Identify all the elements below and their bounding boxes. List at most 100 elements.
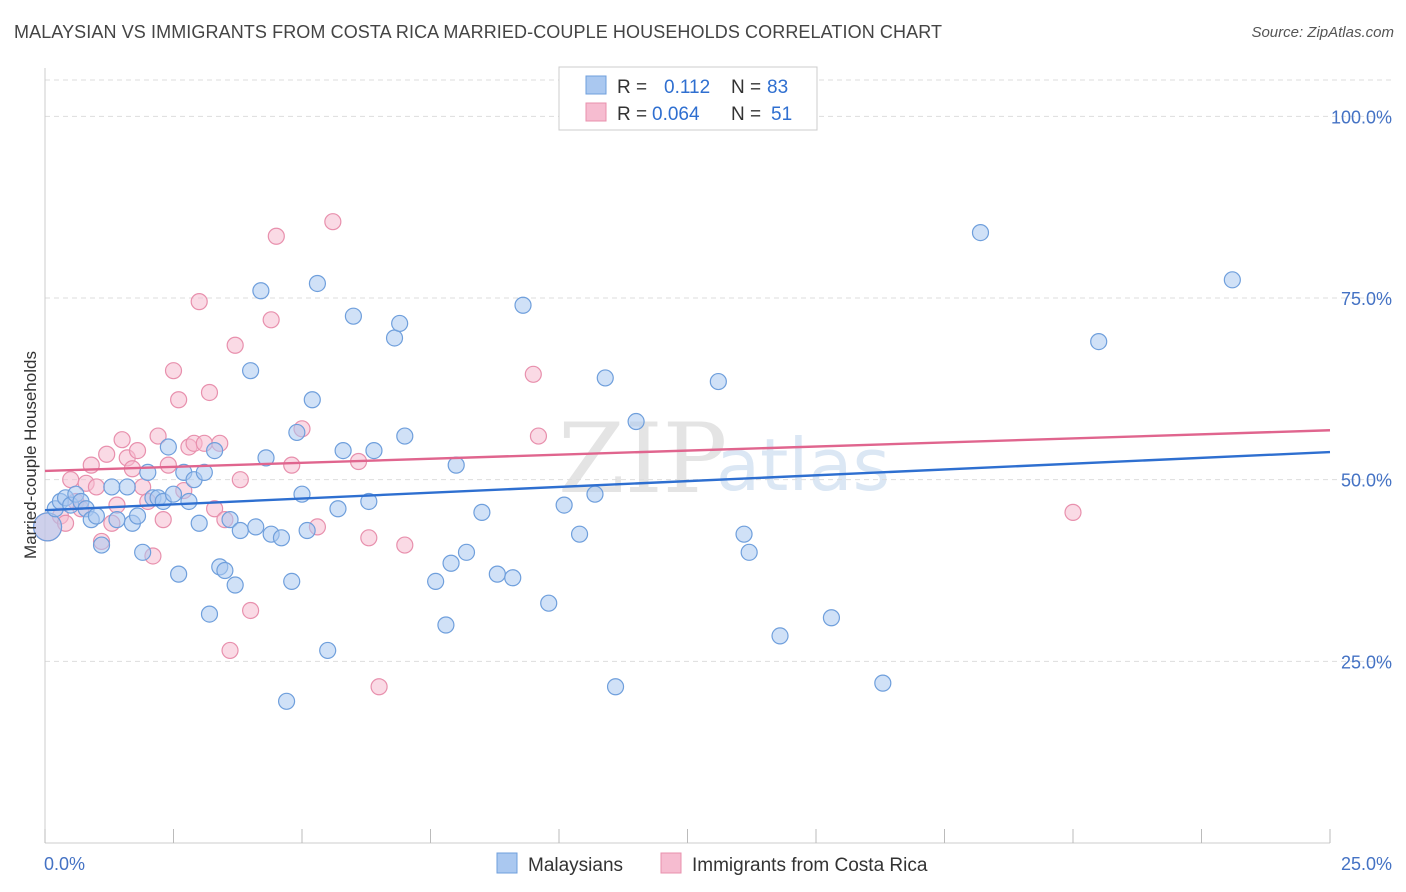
point-malaysians-13 bbox=[118, 478, 136, 496]
point-malaysians-81 bbox=[1090, 333, 1108, 351]
point-malaysians-57 bbox=[396, 427, 414, 445]
point-malaysians-67 bbox=[540, 594, 558, 612]
point-costa-rica-48 bbox=[524, 365, 542, 383]
point-costa-rica-16 bbox=[128, 442, 147, 460]
point-costa-rica-28 bbox=[190, 293, 208, 311]
point-costa-rica-49 bbox=[529, 427, 548, 445]
point-costa-rica-30 bbox=[200, 383, 219, 402]
point-malaysians-60 bbox=[442, 554, 460, 572]
watermark: ZIP atlas bbox=[558, 403, 890, 515]
point-costa-rica-50 bbox=[1064, 503, 1082, 521]
point-malaysians-28 bbox=[195, 463, 213, 481]
legend-n-label-2: N = bbox=[731, 104, 761, 125]
point-costa-rica-40 bbox=[283, 456, 301, 474]
point-malaysians-75 bbox=[735, 525, 753, 543]
point-malaysians-64 bbox=[488, 565, 506, 583]
point-malaysians-61 bbox=[447, 456, 465, 474]
chart-title: MALAYSIAN VS IMMIGRANTS FROM COSTA RICA … bbox=[14, 22, 943, 42]
point-costa-rica-46 bbox=[370, 678, 388, 696]
point-costa-rica-23 bbox=[164, 362, 183, 380]
point-malaysians-66 bbox=[514, 296, 532, 314]
series-malaysians-points bbox=[32, 224, 1241, 710]
point-malaysians-39 bbox=[257, 449, 275, 467]
point-malaysians-30 bbox=[206, 442, 224, 460]
point-malaysians-44 bbox=[288, 423, 306, 442]
point-costa-rica-36 bbox=[231, 471, 249, 489]
point-malaysians-29 bbox=[200, 605, 219, 623]
point-costa-rica-39 bbox=[267, 227, 285, 245]
point-malaysians-11 bbox=[103, 478, 121, 496]
point-malaysians-52 bbox=[344, 307, 362, 325]
legend-swatch-malaysians bbox=[585, 75, 607, 95]
legend-box: R = 0.112 N = 83 R = 0.064 N = 51 bbox=[558, 66, 818, 131]
point-malaysians-35 bbox=[231, 521, 249, 540]
point-malaysians-0 bbox=[32, 512, 63, 542]
y-axis-title: Married-couple Households bbox=[21, 351, 40, 559]
point-costa-rica-45 bbox=[360, 529, 378, 547]
point-malaysians-80 bbox=[971, 224, 990, 242]
point-malaysians-48 bbox=[308, 274, 327, 293]
point-malaysians-34 bbox=[226, 576, 244, 594]
point-malaysians-22 bbox=[164, 485, 183, 503]
point-costa-rica-20 bbox=[149, 427, 167, 445]
point-malaysians-27 bbox=[190, 514, 208, 532]
point-costa-rica-13 bbox=[113, 431, 131, 449]
point-malaysians-38 bbox=[252, 282, 270, 300]
legend-r-label-2: R = bbox=[617, 104, 647, 125]
point-malaysians-53 bbox=[360, 492, 378, 511]
bottom-legend-swatch-costa-rica bbox=[660, 852, 682, 874]
point-costa-rica-8 bbox=[87, 478, 106, 496]
point-malaysians-54 bbox=[365, 442, 383, 460]
point-malaysians-62 bbox=[457, 543, 476, 561]
point-malaysians-71 bbox=[596, 369, 614, 387]
point-malaysians-76 bbox=[740, 543, 758, 561]
point-malaysians-69 bbox=[570, 525, 589, 543]
legend-r-value-1: 0.112 bbox=[664, 77, 710, 98]
point-costa-rica-31 bbox=[206, 500, 224, 518]
point-malaysians-41 bbox=[272, 529, 291, 547]
point-malaysians-21 bbox=[159, 438, 177, 456]
point-costa-rica-43 bbox=[324, 213, 342, 231]
point-malaysians-74 bbox=[709, 372, 727, 391]
point-malaysians-49 bbox=[319, 641, 337, 660]
point-malaysians-82 bbox=[1223, 271, 1241, 289]
legend-r-value-2: 0.064 bbox=[652, 104, 700, 125]
point-costa-rica-38 bbox=[262, 311, 280, 329]
bottom-legend: Malaysians Immigrants from Costa Rica bbox=[496, 852, 928, 876]
y-tick-label-100: 100.0% bbox=[1331, 107, 1392, 127]
point-malaysians-37 bbox=[247, 518, 265, 536]
point-malaysians-25 bbox=[180, 492, 198, 511]
point-malaysians-42 bbox=[277, 692, 296, 710]
point-malaysians-56 bbox=[391, 314, 409, 333]
point-malaysians-58 bbox=[427, 572, 445, 591]
trend-lines bbox=[44, 429, 1331, 512]
point-costa-rica-37 bbox=[242, 601, 260, 620]
y-tick-labels: 25.0% 50.0% 75.0% 100.0% bbox=[1331, 107, 1392, 672]
source-credit: Source: ZipAtlas.com bbox=[1251, 24, 1394, 41]
point-costa-rica-21 bbox=[154, 511, 172, 529]
legend-r-label-1: R = bbox=[617, 77, 647, 98]
legend-swatch-costa-rica bbox=[585, 102, 607, 122]
point-costa-rica-47 bbox=[396, 536, 414, 554]
legend-n-label-1: N = bbox=[731, 77, 761, 98]
point-malaysians-23 bbox=[170, 565, 188, 583]
point-malaysians-59 bbox=[437, 616, 455, 634]
point-malaysians-9 bbox=[87, 507, 106, 525]
point-malaysians-65 bbox=[504, 569, 522, 587]
point-malaysians-10 bbox=[92, 536, 111, 554]
point-malaysians-12 bbox=[108, 511, 126, 529]
point-malaysians-77 bbox=[771, 627, 789, 645]
bottom-legend-swatch-malaysians bbox=[496, 852, 518, 874]
point-malaysians-15 bbox=[128, 507, 147, 525]
point-costa-rica-22 bbox=[159, 456, 177, 474]
watermark-atlas: atlas bbox=[716, 423, 890, 507]
point-malaysians-43 bbox=[283, 572, 301, 591]
point-costa-rica-34 bbox=[221, 641, 239, 660]
point-malaysians-63 bbox=[473, 503, 491, 521]
point-malaysians-50 bbox=[329, 500, 347, 518]
x-tick-label-min: 0.0% bbox=[44, 854, 85, 874]
point-malaysians-78 bbox=[822, 609, 841, 627]
y-tick-label-25: 25.0% bbox=[1341, 652, 1392, 672]
trend-line-malaysians bbox=[44, 450, 1331, 512]
